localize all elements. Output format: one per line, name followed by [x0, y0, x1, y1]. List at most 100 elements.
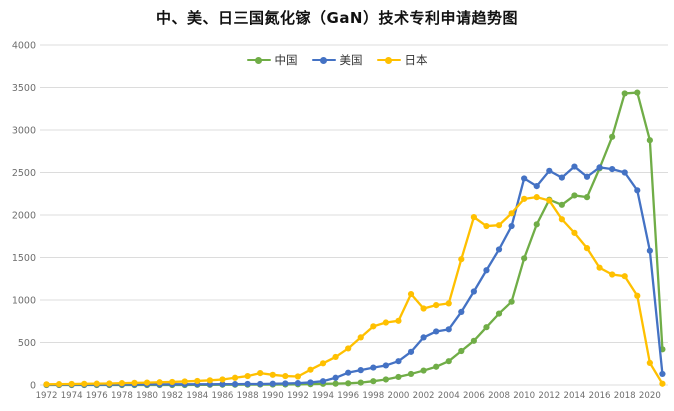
x-axis-tick-label: 2014	[564, 391, 586, 401]
series-marker-japan	[370, 323, 377, 330]
series-marker-japan	[533, 194, 540, 201]
series-marker-japan	[596, 264, 603, 271]
series-marker-china	[634, 89, 641, 96]
x-axis-tick-label: 2004	[438, 391, 460, 401]
x-axis-tick-label: 1976	[86, 391, 108, 401]
series-marker-japan	[332, 353, 339, 361]
series-marker-usa	[357, 367, 364, 374]
series-marker-china	[382, 376, 389, 383]
legend-line-marker-icon	[376, 56, 401, 64]
series-marker-japan	[206, 377, 214, 384]
series-marker-china	[571, 192, 578, 199]
y-axis-tick-label: 4000	[12, 41, 36, 52]
x-axis-tick-label: 2008	[488, 391, 510, 401]
x-axis-tick-label: 2020	[639, 391, 661, 401]
series-marker-china	[646, 137, 653, 144]
series-marker-japan	[231, 374, 239, 381]
series-marker-japan	[583, 245, 591, 252]
series-marker-japan	[169, 378, 176, 386]
series-marker-japan	[294, 373, 301, 380]
series-marker-china	[420, 367, 427, 374]
x-axis-tick-label: 1992	[287, 391, 309, 401]
series-marker-japan	[93, 380, 100, 387]
series-marker-usa	[244, 380, 251, 388]
legend-item-japan: 日本	[376, 52, 428, 68]
series-marker-china	[370, 378, 377, 385]
series-marker-japan	[395, 317, 402, 324]
series-marker-japan	[495, 222, 503, 229]
series-marker-usa	[508, 222, 515, 230]
series-line-china	[46, 91, 664, 387]
series-marker-usa	[646, 247, 653, 254]
series-marker-usa	[420, 334, 427, 341]
x-axis-tick-label: 2012	[538, 391, 560, 401]
series-marker-china	[621, 90, 628, 97]
series-marker-usa	[659, 370, 666, 378]
series-marker-usa	[583, 173, 591, 180]
series-marker-japan	[357, 334, 364, 341]
series-marker-japan	[508, 210, 515, 217]
y-axis-tick-label: 500	[18, 338, 36, 349]
series-marker-usa	[609, 166, 616, 173]
series-marker-usa	[495, 246, 503, 253]
series-marker-japan	[143, 379, 151, 386]
x-axis-tick-label: 1978	[111, 391, 133, 401]
series-marker-usa	[294, 380, 301, 387]
series-marker-japan	[81, 380, 88, 387]
y-axis-tick-label: 3500	[12, 83, 36, 94]
series-marker-usa	[558, 174, 565, 181]
series-marker-japan	[43, 381, 50, 388]
x-axis-tick-label: 1996	[337, 391, 359, 401]
series-marker-usa	[282, 380, 289, 387]
series-marker-usa	[634, 187, 641, 194]
x-axis-tick-label: 1986	[212, 391, 234, 401]
series-marker-usa	[345, 369, 352, 376]
y-axis-tick-label: 2000	[12, 211, 36, 222]
legend-item-china: 中国	[246, 52, 298, 68]
series-marker-usa	[621, 169, 628, 176]
series-marker-japan	[621, 273, 628, 280]
series-marker-china	[332, 380, 339, 387]
series-marker-usa	[546, 167, 553, 174]
x-axis-tick-label: 1990	[262, 391, 284, 401]
y-axis-tick-label: 1500	[12, 253, 36, 264]
series-marker-usa	[257, 380, 264, 388]
series-marker-usa	[307, 379, 314, 386]
series-marker-japan	[55, 381, 63, 388]
x-axis-tick-label: 2006	[463, 391, 485, 401]
series-marker-china	[407, 370, 415, 378]
series-marker-usa	[596, 164, 603, 171]
series-marker-japan	[445, 300, 452, 307]
series-marker-usa	[219, 381, 226, 388]
series-marker-usa	[470, 288, 477, 295]
series-marker-usa	[407, 348, 415, 355]
x-axis-tick-label: 1974	[61, 391, 83, 401]
series-marker-japan	[194, 377, 201, 385]
series-marker-japan	[307, 366, 314, 373]
series-marker-china	[345, 380, 352, 387]
series-marker-japan	[156, 379, 163, 386]
series-marker-japan	[646, 359, 653, 366]
series-marker-usa	[533, 183, 540, 190]
series-line-japan	[46, 195, 664, 386]
series-marker-usa	[370, 364, 377, 371]
legend-line-marker-icon	[311, 56, 336, 64]
chart-legend: 中国 美国 日本	[0, 52, 674, 68]
x-axis-tick-label: 1984	[186, 391, 208, 401]
chart-title: 中、美、日三国氮化镓（GaN）技术专利申请趋势图	[156, 9, 518, 27]
series-marker-japan	[68, 380, 75, 388]
legend-label: 美国	[339, 53, 363, 67]
series-marker-usa	[395, 358, 402, 365]
series-marker-japan	[433, 302, 440, 309]
series-marker-china	[458, 347, 465, 355]
series-marker-china	[357, 379, 364, 386]
series-marker-usa	[319, 378, 327, 385]
x-axis-tick-label: 2000	[388, 391, 410, 401]
x-axis-tick-label: 1980	[136, 391, 158, 401]
series-marker-usa	[483, 267, 490, 274]
series-marker-china	[433, 363, 440, 370]
x-axis-tick-label: 1972	[36, 391, 58, 401]
y-axis-tick-label: 1000	[12, 296, 36, 307]
